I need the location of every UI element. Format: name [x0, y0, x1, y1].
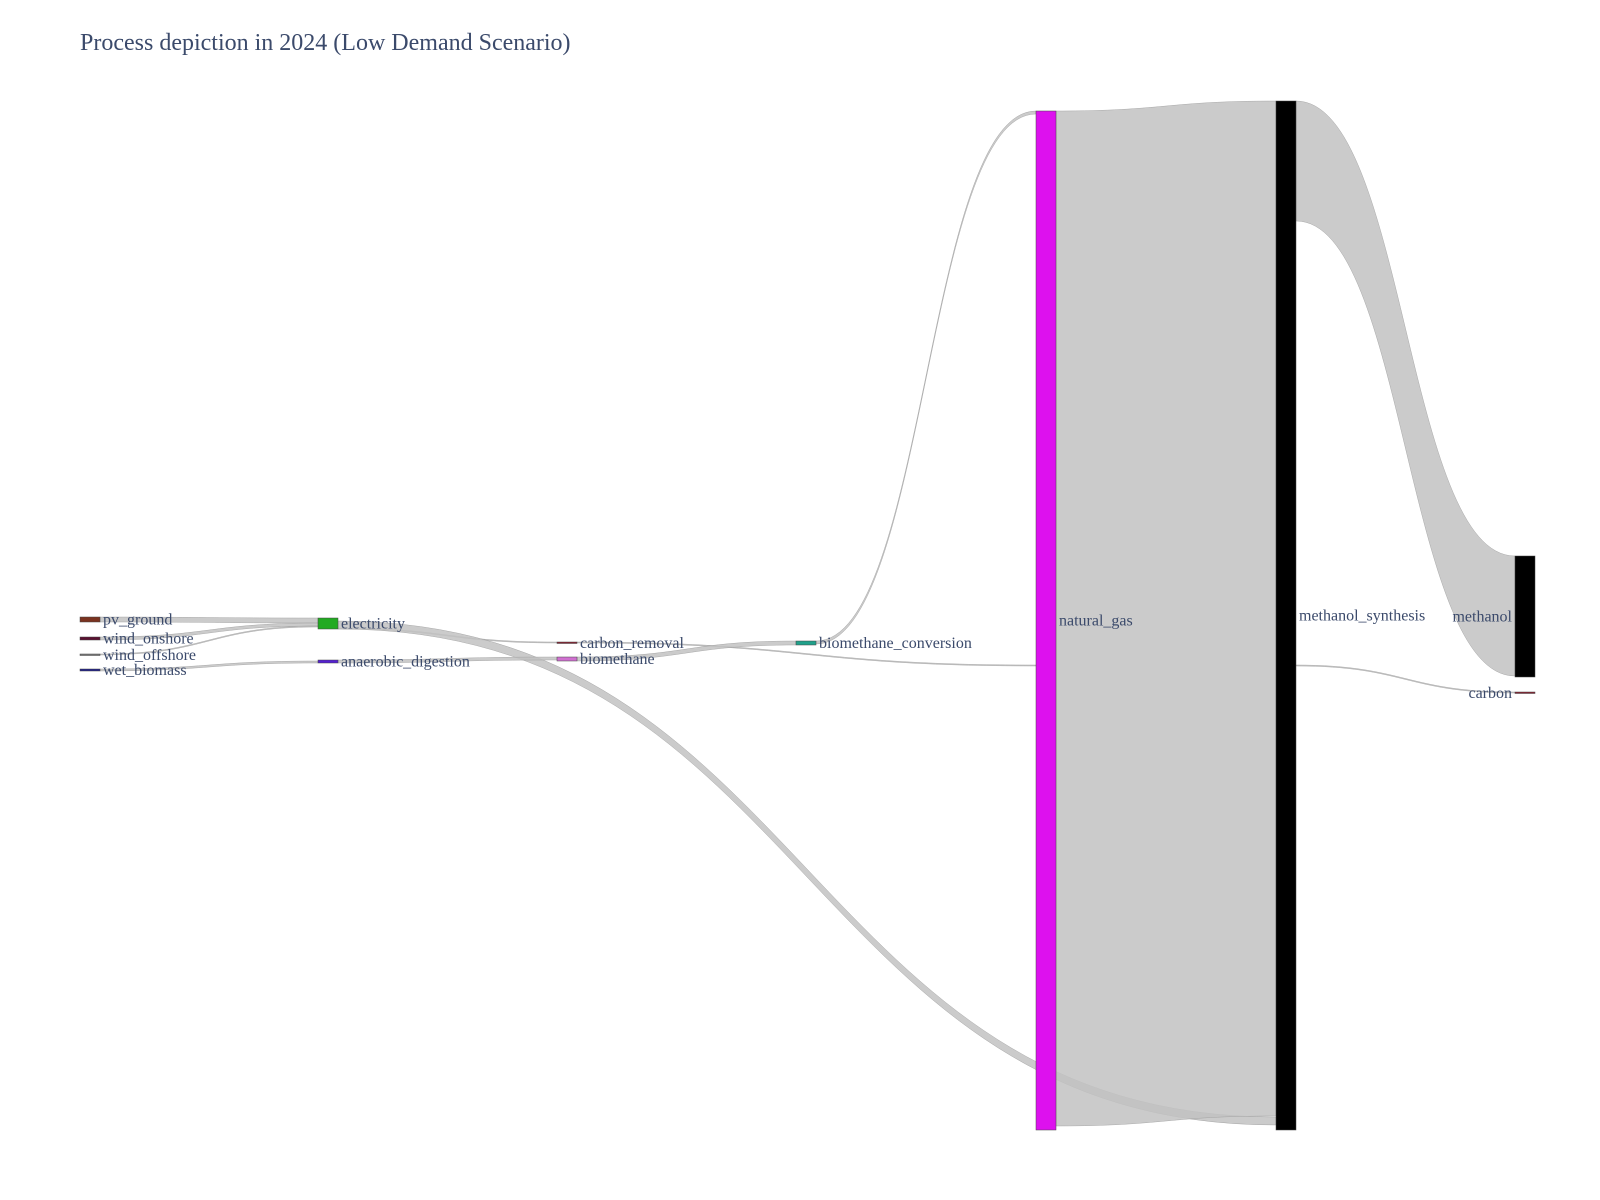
- label-wet-biomass: wet_biomass: [103, 662, 187, 679]
- label-biomethane: biomethane: [580, 651, 655, 668]
- link-biomethane_conversion-to-natural_gas[interactable]: [815, 110, 1037, 645]
- label-anaerobic-digestion: anaerobic_digestion: [341, 654, 470, 671]
- node-methanol-synthesis[interactable]: [1275, 100, 1297, 1131]
- label-wind-offshore: wind_offshore: [103, 647, 196, 664]
- node-electricity[interactable]: [317, 617, 339, 630]
- sankey-links: [99, 100, 1516, 1127]
- label-pv-ground: pv_ground: [103, 612, 172, 629]
- label-natural-gas: natural_gas: [1059, 613, 1133, 630]
- node-natural-gas[interactable]: [1035, 110, 1057, 1131]
- label-wind-onshore: wind_onshore: [103, 631, 194, 648]
- label-methanol-synthesis: methanol_synthesis: [1299, 608, 1425, 625]
- label-biomethane-conversion: biomethane_conversion: [819, 635, 972, 652]
- node-biomethane-conversion[interactable]: [795, 640, 817, 646]
- node-carbon[interactable]: [1514, 691, 1536, 694]
- sankey-labels: pv_ground wind_onshorewind_offshorewet_bi…: [103, 608, 1513, 702]
- node-wind-onshore[interactable]: [79, 636, 101, 641]
- node-carbon-removal[interactable]: [556, 641, 578, 644]
- node-methanol[interactable]: [1514, 555, 1536, 678]
- node-wind-offshore[interactable]: [79, 653, 101, 656]
- label-carbon: carbon: [1468, 685, 1512, 702]
- chart-title: Process depiction in 2024 (Low Demand Sc…: [80, 30, 571, 56]
- link-methanol_synthesis-to-methanol[interactable]: [1295, 100, 1516, 677]
- label-carbon-removal: carbon_removal: [580, 635, 685, 652]
- node-pv-ground[interactable]: [79, 616, 101, 623]
- label-methanol: methanol: [1452, 609, 1512, 626]
- sankey-nodes: [79, 100, 1536, 1131]
- node-biomethane[interactable]: [556, 656, 578, 662]
- label-electricity: electricity: [341, 616, 405, 633]
- node-anaerobic-digestion[interactable]: [317, 659, 339, 664]
- node-wet-biomass[interactable]: [79, 668, 101, 672]
